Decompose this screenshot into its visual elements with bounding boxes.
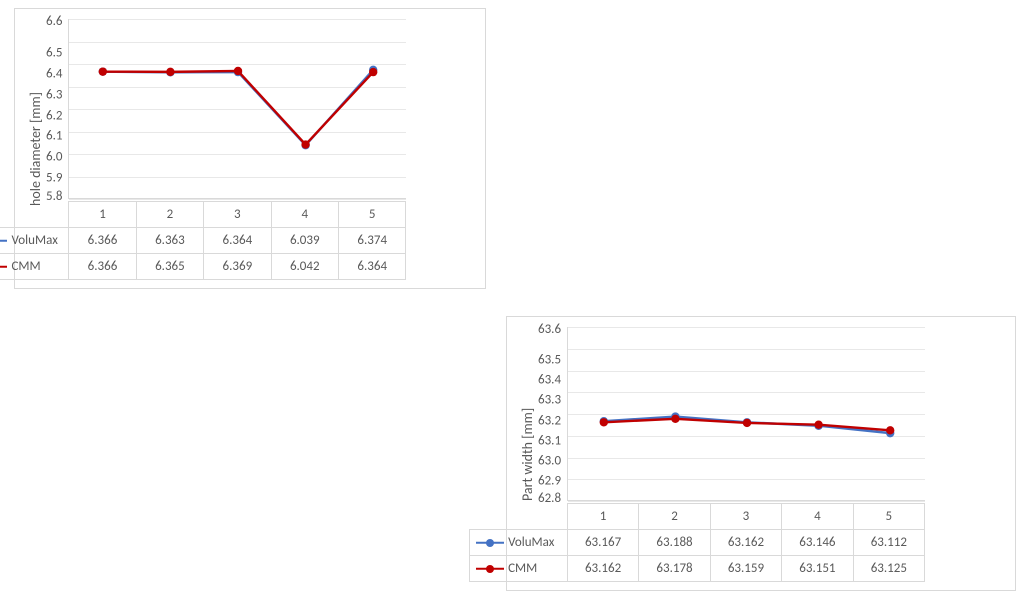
y-tick-label: 6.5: [46, 46, 62, 59]
data-cell: 63.146: [782, 530, 853, 556]
y-tick-label: 5.8: [46, 190, 62, 203]
data-cell: 63.162: [710, 530, 781, 556]
data-cell: 63.188: [639, 530, 710, 556]
category-header: 1: [69, 202, 136, 228]
series-marker-cmm: [743, 419, 751, 427]
y-tick-label: 63.1: [538, 434, 561, 447]
category-header: 3: [204, 202, 271, 228]
data-cell: 6.042: [271, 254, 338, 280]
chart1-data-table: 12345VoluMax6.3666.3636.3646.0396.374CMM…: [0, 201, 406, 280]
y-tick-label: 6.6: [46, 15, 62, 28]
series-marker-cmm: [600, 418, 608, 426]
chart2-y-axis-label: Part width [mm]: [517, 327, 538, 582]
category-header: 1: [567, 504, 638, 530]
category-header: 2: [136, 202, 203, 228]
category-header: 4: [271, 202, 338, 228]
data-cell: 63.178: [639, 556, 710, 582]
data-cell: 6.363: [136, 228, 203, 254]
series-marker-cmm: [671, 415, 679, 423]
part-width-chart-panel: Part width [mm] 63.6 63.5 63.4 63.3 63.2 63.1…: [506, 316, 1016, 591]
y-tick-label: 63.5: [538, 354, 561, 367]
data-cell: 6.364: [204, 228, 271, 254]
legend-swatch-icon: [476, 563, 504, 575]
data-cell: 6.374: [338, 228, 406, 254]
data-cell: 6.039: [271, 228, 338, 254]
y-tick-label: 6.3: [46, 88, 62, 101]
chart1-plot-area: [68, 19, 406, 199]
legend-swatch-icon: [476, 537, 504, 549]
data-cell: 63.167: [567, 530, 638, 556]
y-tick-label: 6.2: [46, 109, 62, 122]
series-marker-cmm: [814, 420, 822, 428]
series-marker-cmm: [234, 67, 242, 75]
data-cell: 63.159: [710, 556, 781, 582]
data-cell: 6.366: [69, 228, 136, 254]
series-marker-cmm: [302, 140, 310, 148]
data-cell: 6.365: [136, 254, 203, 280]
series-marker-cmm: [167, 68, 175, 76]
category-header: 3: [710, 504, 781, 530]
chart1-y-ticks: 6.66.56.46.36.26.16.05.95.8: [46, 19, 68, 199]
legend-swatch-icon: [0, 261, 7, 273]
data-cell: 63.125: [853, 556, 924, 582]
y-tick-label: 62.9: [538, 474, 561, 487]
category-header: 4: [782, 504, 853, 530]
y-tick-label: 6.1: [46, 130, 62, 143]
y-tick-label: 63.0: [538, 454, 561, 467]
chart1-y-axis-label: hole diameter [mm]: [25, 19, 46, 280]
chart-lines: [568, 327, 926, 501]
category-header: 5: [853, 504, 924, 530]
data-cell: 63.112: [853, 530, 924, 556]
y-tick-label: 63.2: [538, 414, 561, 427]
category-header: 5: [338, 202, 406, 228]
gridline: [69, 199, 406, 200]
data-cell: 63.151: [782, 556, 853, 582]
data-cell: 6.369: [204, 254, 271, 280]
y-tick-label: 63.3: [538, 394, 561, 407]
series-marker-cmm: [99, 67, 107, 75]
series-line-volumax: [103, 70, 373, 145]
category-header: 2: [639, 504, 710, 530]
gridline: [568, 501, 925, 502]
data-cell: 63.162: [567, 556, 638, 582]
y-tick-label: 6.4: [46, 67, 62, 80]
series-marker-cmm: [369, 68, 377, 76]
chart-lines: [69, 19, 407, 199]
series-line-cmm: [103, 71, 373, 145]
series-marker-cmm: [886, 426, 894, 434]
y-tick-label: 6.0: [46, 151, 62, 164]
legend-swatch-icon: [0, 235, 7, 247]
y-tick-label: 63.4: [538, 374, 561, 387]
y-tick-label: 62.8: [538, 492, 561, 505]
y-tick-label: 5.9: [46, 172, 62, 185]
y-tick-label: 63.6: [538, 323, 561, 336]
data-cell: 6.366: [69, 254, 136, 280]
data-cell: 6.364: [338, 254, 406, 280]
chart2-plot-area: [567, 327, 925, 501]
chart2-y-ticks: 63.663.563.463.363.263.163.062.962.8: [538, 327, 567, 501]
hole-diameter-chart-panel: hole diameter [mm] 6.6 6.5 6.4 6.3 6.2 6.1 6.0…: [14, 8, 486, 289]
